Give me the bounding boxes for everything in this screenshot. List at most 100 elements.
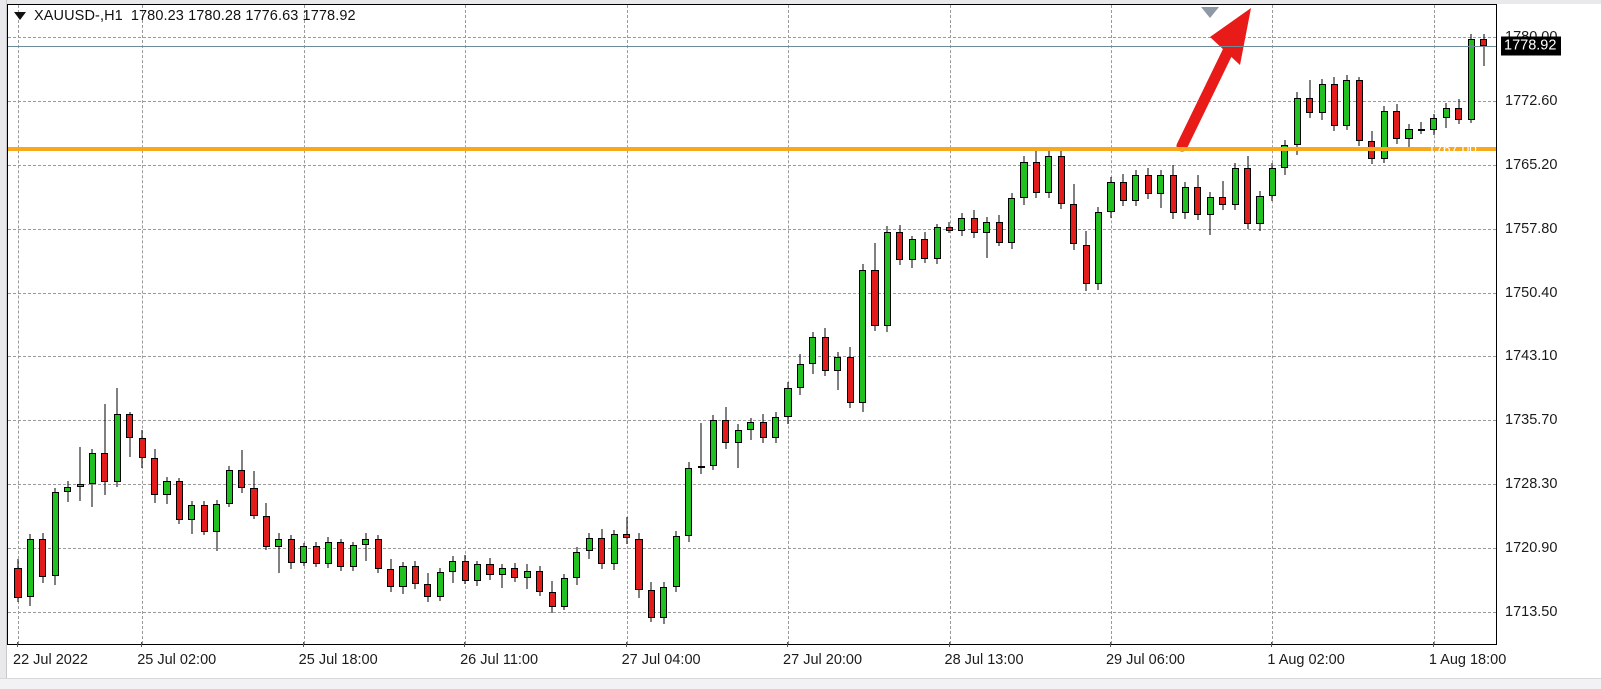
candle-body-bearish [1455,107,1463,120]
horizontal-gridline [8,292,1496,294]
candle-body-bullish [958,217,966,231]
candle-wick [1483,34,1485,67]
candle-body-bullish [709,420,718,466]
candle-wick [104,403,106,496]
candlestick [660,5,668,644]
candlestick [225,5,233,644]
candlestick [1281,5,1289,644]
candlestick [1293,5,1301,644]
candle-body-bearish [387,568,395,587]
candle-body-bullish [88,452,97,484]
time-axis-tick: 25 Jul 18:00 [298,652,378,668]
candle-body-bearish [200,504,208,533]
arrow-head [1210,8,1251,65]
price-axis-tick: 1750.40 [1505,284,1558,301]
time-axis-tick: 1 Aug 18:00 [1428,652,1507,668]
horizontal-level-line[interactable] [8,147,1496,152]
candlestick [809,5,817,644]
time-axis-tickmark [1110,642,1111,647]
candle-body-bullish [362,538,370,546]
time-axis[interactable]: 22 Jul 2022 25 Jul 02:00 25 Jul 18:00 26 Ju… [7,642,1506,679]
candle-wick [67,481,69,503]
candlestick [200,5,208,644]
candle-body-bullish [573,551,581,579]
candle-wick [501,564,503,588]
candlestick [188,5,196,644]
chart-overlays: 1767.00 [8,5,1496,644]
candle-body-bullish [1206,197,1214,216]
candle-body-bullish [697,465,705,468]
candle-body-bullish [784,388,792,417]
candle-body-bearish [312,546,320,564]
horizontal-gridline [8,101,1496,102]
candlestick [1467,5,1475,644]
candlestick [560,5,569,644]
candle-body-bullish [1467,38,1475,120]
candlestick [312,5,320,644]
vertical-gridline [1433,5,1435,644]
candlestick [436,5,444,644]
time-axis-tickmark [141,642,143,647]
candle-body-bullish [809,337,817,364]
candle-body-bearish [647,590,655,619]
candle-wick [986,216,988,259]
candlestick [709,5,718,644]
candlestick [784,5,792,644]
candlestick [722,5,730,644]
chart-plot-area[interactable]: 1767.00 [7,4,1497,645]
price-axis-tick: 1757.80 [1505,221,1558,237]
candlestick [1194,5,1202,644]
candle-body-bullish [64,486,72,492]
candle-body-bearish [970,217,978,234]
candle-body-bullish [436,572,444,598]
candlestick [262,5,270,644]
candle-body-bullish [772,416,780,439]
candle-body-bearish [151,458,159,496]
ohlc-values: 1780.23 1780.28 1776.63 1778.92 [130,8,356,24]
price-axis-tick: 1720.90 [1505,540,1558,556]
candlestick [1430,5,1438,644]
candlestick [995,5,1003,644]
candlestick [896,5,904,644]
candle-body-bullish [163,481,171,496]
candle-body-bullish [1405,128,1413,139]
candlestick [958,5,966,644]
candle-body-bullish [76,484,84,487]
window-top-rail [0,0,1601,4]
candlestick [138,5,146,644]
candlestick [238,5,246,644]
candle-body-bearish [945,227,954,231]
candlestick [834,5,842,644]
candle-body-bearish [635,538,643,591]
candlestick [871,5,879,644]
horizontal-gridline [8,229,1496,230]
candlestick [536,5,544,644]
time-axis-tick: 1 Aug 02:00 [1267,652,1345,668]
candle-body-bearish [1144,175,1152,195]
time-axis-tickmark [1432,642,1434,647]
vertical-gridline [626,5,628,644]
triangle-down-icon[interactable] [14,12,26,20]
candlestick [511,5,519,644]
candle-body-bearish [138,438,146,459]
horizontal-gridline [8,484,1496,485]
candlestick [883,5,891,644]
price-axis[interactable]: 1780.001772.601765.201757.801750.401743.… [1497,4,1601,645]
candle-body-bearish [126,414,134,439]
candlestick [796,5,805,644]
candle-body-bearish [1480,38,1488,47]
candle-body-bearish [374,538,382,569]
time-axis-tick: 27 Jul 20:00 [783,652,863,668]
candlestick [573,5,581,644]
chart-header: XAUUSD-,H1 1780.23 1780.28 1776.63 1778.… [14,6,356,26]
candle-body-bullish [796,363,805,388]
candle-body-bullish [449,561,457,573]
symbol-label: XAUUSD-,H1 [34,8,123,24]
candlestick [1231,5,1239,644]
candlestick [113,5,121,644]
level-line-label: 1767.00 [1428,141,1477,157]
candlestick [337,5,345,644]
candle-body-bearish [1169,175,1177,214]
candlestick [1032,5,1040,644]
horizontal-gridline [8,548,1496,549]
